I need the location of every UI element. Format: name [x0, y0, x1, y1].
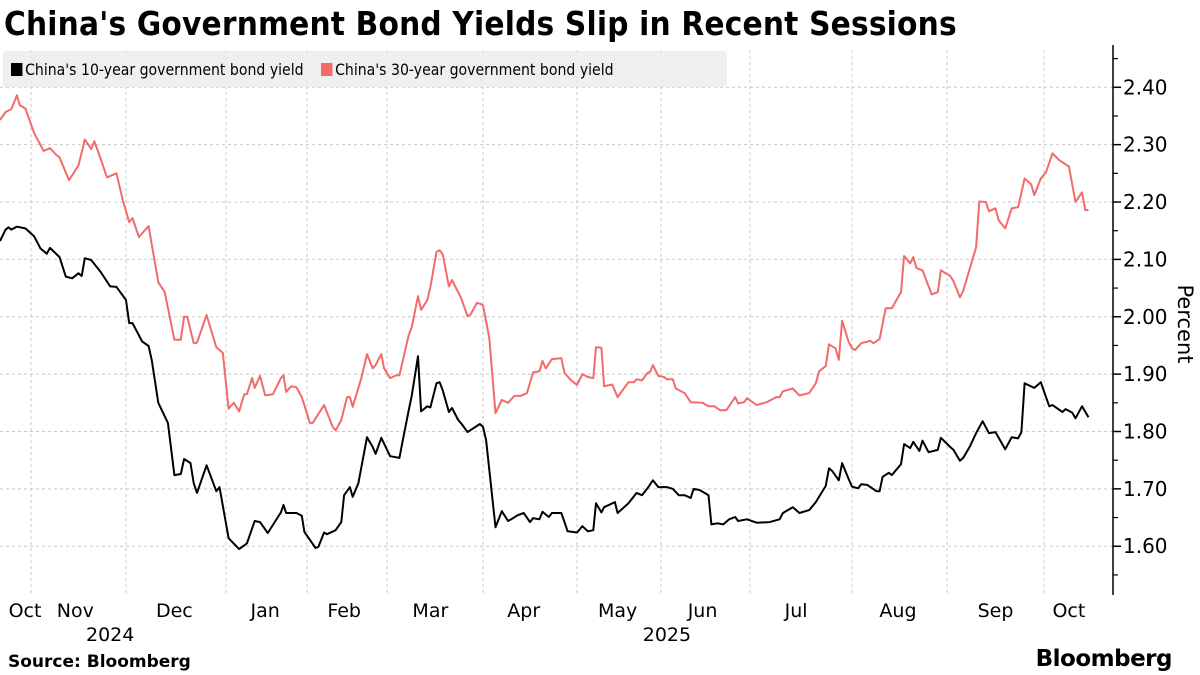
- legend: China's 10-year government bond yield Ch…: [3, 51, 727, 87]
- y-tick-label: 1.70: [1123, 477, 1168, 501]
- x-tick-label: May: [598, 600, 637, 622]
- y-tick-label: 1.60: [1123, 534, 1168, 558]
- legend-item-10y: China's 10-year government bond yield: [11, 60, 304, 79]
- legend-swatch-black: [11, 62, 23, 76]
- source-note: Source: Bloomberg: [8, 652, 191, 672]
- x-tick-label: Mar: [412, 600, 448, 622]
- y-axis-label: Percent: [1173, 284, 1197, 364]
- x-tick-label: Nov: [57, 600, 94, 622]
- x-tick-label: Oct: [9, 600, 42, 622]
- x-tick-label: Jun: [687, 600, 718, 622]
- x-tick-label: Dec: [156, 600, 193, 622]
- x-tick-label: Apr: [507, 600, 540, 622]
- x-year-label: 2025: [643, 624, 691, 646]
- chart-title: China's Government Bond Yields Slip in R…: [4, 4, 957, 43]
- y-tick-label: 2.00: [1123, 305, 1168, 329]
- series-line-30y: [0, 94, 1089, 432]
- y-tick-label: 1.80: [1123, 420, 1168, 444]
- bloomberg-logo: Bloomberg: [1035, 646, 1173, 672]
- x-tick-label: Jul: [784, 600, 808, 622]
- legend-label-10y: China's 10-year government bond yield: [25, 59, 304, 79]
- x-tick-label: Oct: [1052, 600, 1085, 622]
- series-line-10y: [0, 225, 1090, 551]
- x-tick-label: Sep: [978, 600, 1014, 622]
- x-tick-label: Jan: [250, 600, 280, 622]
- y-axis: 2.40 2.30 2.20 2.10 2.00 1.90 1.80 1.70 1.60: [1112, 45, 1168, 595]
- y-tick-label: 2.30: [1123, 133, 1168, 157]
- legend-item-30y: China's 30-year government bond yield: [321, 60, 614, 79]
- y-tick-label: 2.10: [1123, 247, 1168, 271]
- y-tick-label: 1.90: [1123, 362, 1168, 386]
- x-tick-label: Aug: [879, 600, 916, 622]
- series-lines: [0, 94, 1090, 551]
- y-tick-label: 2.40: [1123, 75, 1168, 99]
- x-year-label: 2024: [86, 624, 134, 646]
- legend-swatch-red: [321, 62, 333, 76]
- gridlines: [0, 50, 1113, 595]
- y-tick-label: 2.20: [1123, 190, 1168, 214]
- x-tick-label: Feb: [327, 600, 361, 622]
- x-axis-labels: Oct Nov Dec Jan Feb Mar Apr May Jun Jul Aug Sep Oct 2…: [9, 600, 1086, 646]
- legend-label-30y: China's 30-year government bond yield: [335, 59, 615, 79]
